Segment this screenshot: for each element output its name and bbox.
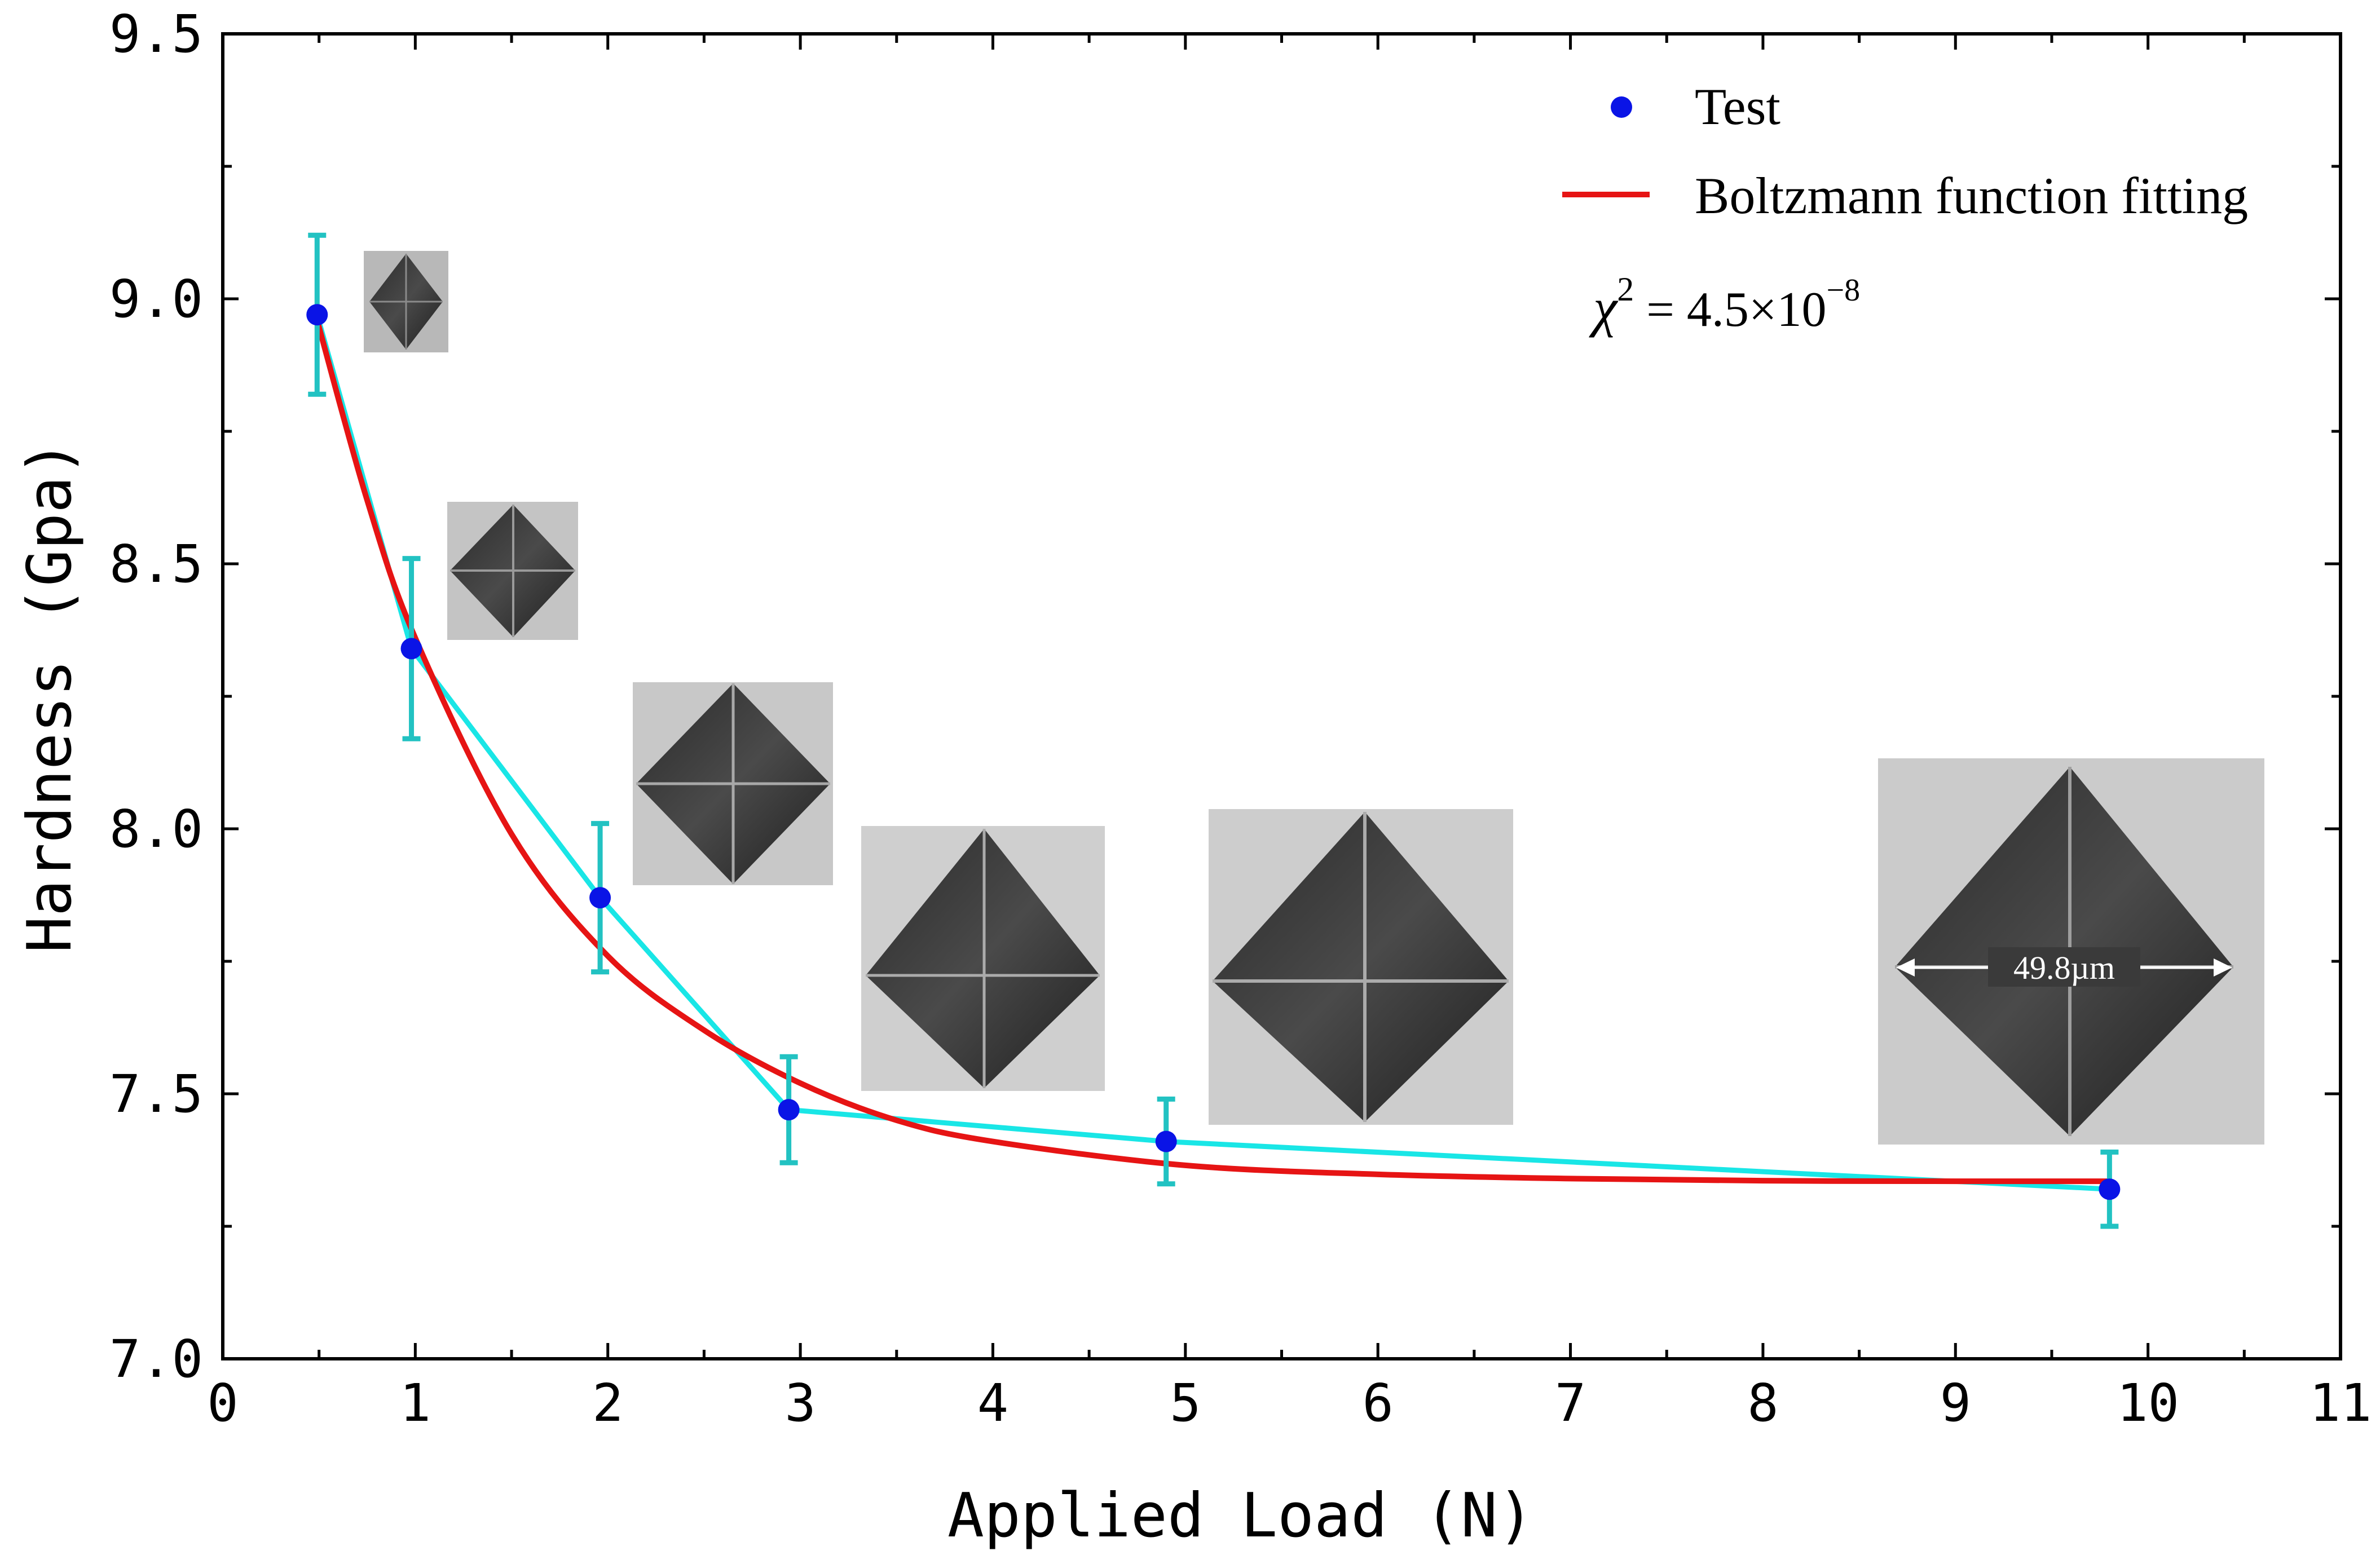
x-tick-label: 9 — [1940, 1373, 1971, 1433]
chi-value: = 4.5×10 — [1634, 282, 1826, 337]
x-tick-label: 11 — [2310, 1373, 2372, 1433]
chi-square-annotation: χ2 = 4.5×10−8 — [1589, 271, 1860, 338]
indent-image-6: 49.8µm — [1878, 758, 2264, 1145]
test-point — [306, 304, 328, 326]
x-tick-label: 2 — [592, 1373, 623, 1433]
y-tick-label: 7.0 — [109, 1329, 203, 1389]
legend-test-label: Test — [1695, 78, 1780, 135]
test-point — [2099, 1178, 2121, 1200]
y-tick-label: 8.0 — [109, 799, 203, 859]
fit-curve — [314, 317, 2113, 1185]
scale-label: 49.8µm — [2013, 949, 2115, 986]
test-points — [306, 304, 2121, 1200]
legend-fit-label: Boltzmann function fitting — [1695, 167, 2248, 224]
x-tick-label: 7 — [1555, 1373, 1586, 1433]
chi-value-exponent: −8 — [1827, 273, 1861, 308]
chi-symbol: χ — [1589, 277, 1619, 338]
x-axis: 0 1 2 3 4 5 6 7 8 9 10 11 — [207, 34, 2372, 1433]
legend: Test Boltzmann function fitting — [1562, 78, 2248, 224]
test-point — [400, 638, 422, 660]
indent-image-1 — [364, 251, 448, 352]
x-tick-label: 4 — [977, 1373, 1008, 1433]
legend-test-marker — [1611, 96, 1632, 118]
indent-image-2 — [447, 502, 578, 640]
x-tick-label: 0 — [207, 1373, 238, 1433]
y-tick-label: 9.5 — [109, 4, 203, 64]
fit-line — [314, 317, 2113, 1185]
x-tick-label: 5 — [1170, 1373, 1201, 1433]
micrograph-insets: 49.8µm — [364, 251, 2264, 1145]
test-point — [1155, 1130, 1177, 1152]
y-axis: 7.0 7.5 8.0 8.5 9.0 9.5 — [109, 4, 2341, 1389]
y-tick-label: 7.5 — [109, 1064, 203, 1124]
y-axis-title: Hardness (Gpa) — [15, 440, 85, 953]
x-tick-label: 8 — [1747, 1373, 1778, 1433]
plot-frame — [221, 32, 2342, 1360]
x-tick-label: 1 — [400, 1373, 431, 1433]
scale-bar: 49.8µm — [1896, 947, 2232, 987]
plot-border — [221, 32, 2342, 1360]
y-tick-label: 9.0 — [109, 269, 203, 329]
indent-image-5 — [1209, 809, 1513, 1125]
indent-image-3 — [633, 682, 833, 885]
test-point — [778, 1099, 800, 1121]
x-tick-label: 3 — [784, 1373, 816, 1433]
y-tick-label: 8.5 — [109, 534, 203, 594]
chi-exponent: 2 — [1617, 271, 1634, 308]
x-tick-label: 10 — [2117, 1373, 2179, 1433]
test-point — [589, 887, 611, 909]
x-axis-title: Applied Load (N) — [947, 1481, 1534, 1551]
x-tick-label: 6 — [1362, 1373, 1393, 1433]
indent-image-4 — [861, 826, 1105, 1091]
